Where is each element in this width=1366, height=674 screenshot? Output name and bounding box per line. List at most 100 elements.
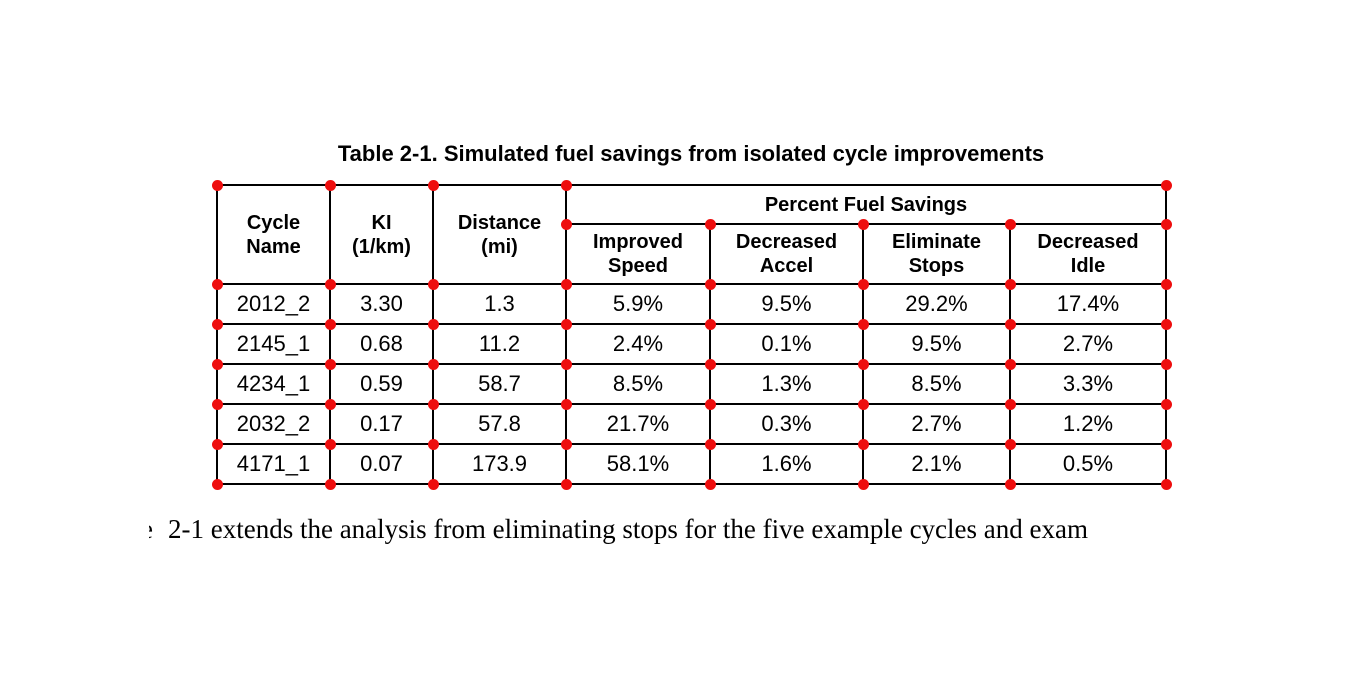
annotation-dot	[427, 438, 439, 450]
annotation-dot	[857, 398, 869, 410]
annotation-dot	[1160, 179, 1172, 191]
header-line: Idle	[1070, 255, 1106, 277]
annotation-dot	[324, 478, 336, 490]
table-cell: 2.1%	[862, 443, 1011, 485]
annotation-dot	[1160, 318, 1172, 330]
col-header-percent-fuel-savings: Percent Fuel Savings	[565, 184, 1167, 225]
annotation-dot	[1004, 398, 1016, 410]
annotation-dot	[324, 358, 336, 370]
body-text: 2-1 extends the analysis from eliminatin…	[168, 514, 1088, 544]
table-cell: 0.59	[329, 363, 434, 405]
annotation-dot	[560, 358, 572, 370]
annotation-dot	[1160, 398, 1172, 410]
annotation-dot	[704, 318, 716, 330]
annotation-dot	[560, 438, 572, 450]
table-cell: 17.4%	[1009, 283, 1167, 325]
table-cell: 58.7	[432, 363, 567, 405]
annotation-dot	[427, 358, 439, 370]
annotation-dot	[704, 438, 716, 450]
table-cell: 0.5%	[1009, 443, 1167, 485]
table-cell: 29.2%	[862, 283, 1011, 325]
table-cell: 2.4%	[565, 323, 711, 365]
annotation-dot	[857, 318, 869, 330]
header-line: Eliminate	[892, 231, 981, 253]
table-cell: 3.3%	[1009, 363, 1167, 405]
annotation-dot	[1160, 358, 1172, 370]
table-cell: 58.1%	[565, 443, 711, 485]
table-cell: 173.9	[432, 443, 567, 485]
annotation-dot	[211, 438, 223, 450]
header-line: Decreased	[1037, 231, 1139, 253]
table-cell: 0.1%	[709, 323, 864, 365]
annotation-dot	[704, 398, 716, 410]
table-cell: 0.17	[329, 403, 434, 445]
annotation-dot	[1160, 278, 1172, 290]
table-row: 4171_1 0.07 173.9 58.1% 1.6% 2.1% 0.5%	[216, 443, 1167, 485]
annotation-dot	[427, 478, 439, 490]
header-line: Distance	[457, 211, 542, 234]
table-row: 4234_1 0.59 58.7 8.5% 1.3% 8.5% 3.3%	[216, 363, 1167, 405]
annotation-dot	[1160, 478, 1172, 490]
annotation-dot	[1160, 438, 1172, 450]
header-line: Cycle	[246, 211, 301, 234]
annotation-dot	[560, 278, 572, 290]
table-cell: 1.3%	[709, 363, 864, 405]
table-cell: 2032_2	[216, 403, 331, 445]
header-line: Stops	[908, 255, 965, 277]
col-header-decreased-idle: Decreased Idle	[1009, 223, 1167, 285]
annotation-dot	[560, 179, 572, 191]
table-cell: 2145_1	[216, 323, 331, 365]
header-line: Improved	[592, 231, 684, 253]
header-line: Accel	[759, 255, 814, 277]
table-cell: 2012_2	[216, 283, 331, 325]
table-cell: 4234_1	[216, 363, 331, 405]
annotation-dot	[857, 358, 869, 370]
annotation-dot	[324, 398, 336, 410]
table-cell: 5.9%	[565, 283, 711, 325]
col-header-cycle-name: Cycle Name	[216, 184, 331, 285]
table-cell: 0.3%	[709, 403, 864, 445]
table-cell: 4171_1	[216, 443, 331, 485]
header-line: KI	[371, 211, 392, 234]
annotation-dot	[704, 358, 716, 370]
col-header-eliminate-stops: Eliminate Stops	[862, 223, 1011, 285]
table-cell: 9.5%	[862, 323, 1011, 365]
fuel-savings-table: Cycle Name KI (1/km) Distance (mi) Perce…	[216, 184, 1167, 485]
annotation-dot	[857, 218, 869, 230]
annotation-dot	[324, 318, 336, 330]
col-header-improved-speed: Improved Speed	[565, 223, 711, 285]
clipped-text-fragment: e	[149, 511, 155, 547]
annotation-dot	[211, 179, 223, 191]
annotation-dot	[560, 478, 572, 490]
annotation-dot	[427, 398, 439, 410]
annotation-dot	[427, 318, 439, 330]
annotation-dot	[704, 218, 716, 230]
col-header-ki: KI (1/km)	[329, 184, 434, 285]
header-line: (1/km)	[352, 235, 411, 258]
table-cell: 9.5%	[709, 283, 864, 325]
table-cell: 57.8	[432, 403, 567, 445]
table-cell: 2.7%	[1009, 323, 1167, 365]
annotation-dot	[324, 278, 336, 290]
annotation-dot	[211, 358, 223, 370]
col-header-distance: Distance (mi)	[432, 184, 567, 285]
table-cell: 3.30	[329, 283, 434, 325]
annotation-dot	[560, 398, 572, 410]
col-header-decreased-accel: Decreased Accel	[709, 223, 864, 285]
annotation-dot	[704, 478, 716, 490]
table-cell: 1.6%	[709, 443, 864, 485]
table-cell: 11.2	[432, 323, 567, 365]
annotation-dot	[211, 398, 223, 410]
annotation-dot	[1004, 438, 1016, 450]
table-cell: 1.2%	[1009, 403, 1167, 445]
annotation-dot	[1004, 218, 1016, 230]
annotation-dot	[427, 179, 439, 191]
annotation-dot	[857, 438, 869, 450]
annotation-dot	[1004, 478, 1016, 490]
table-row: 2032_2 0.17 57.8 21.7% 0.3% 2.7% 1.2%	[216, 403, 1167, 445]
annotation-dot	[857, 278, 869, 290]
header-line: Decreased	[735, 231, 838, 253]
annotation-dot	[1004, 358, 1016, 370]
table-cell: 0.07	[329, 443, 434, 485]
table-cell: 1.3	[432, 283, 567, 325]
